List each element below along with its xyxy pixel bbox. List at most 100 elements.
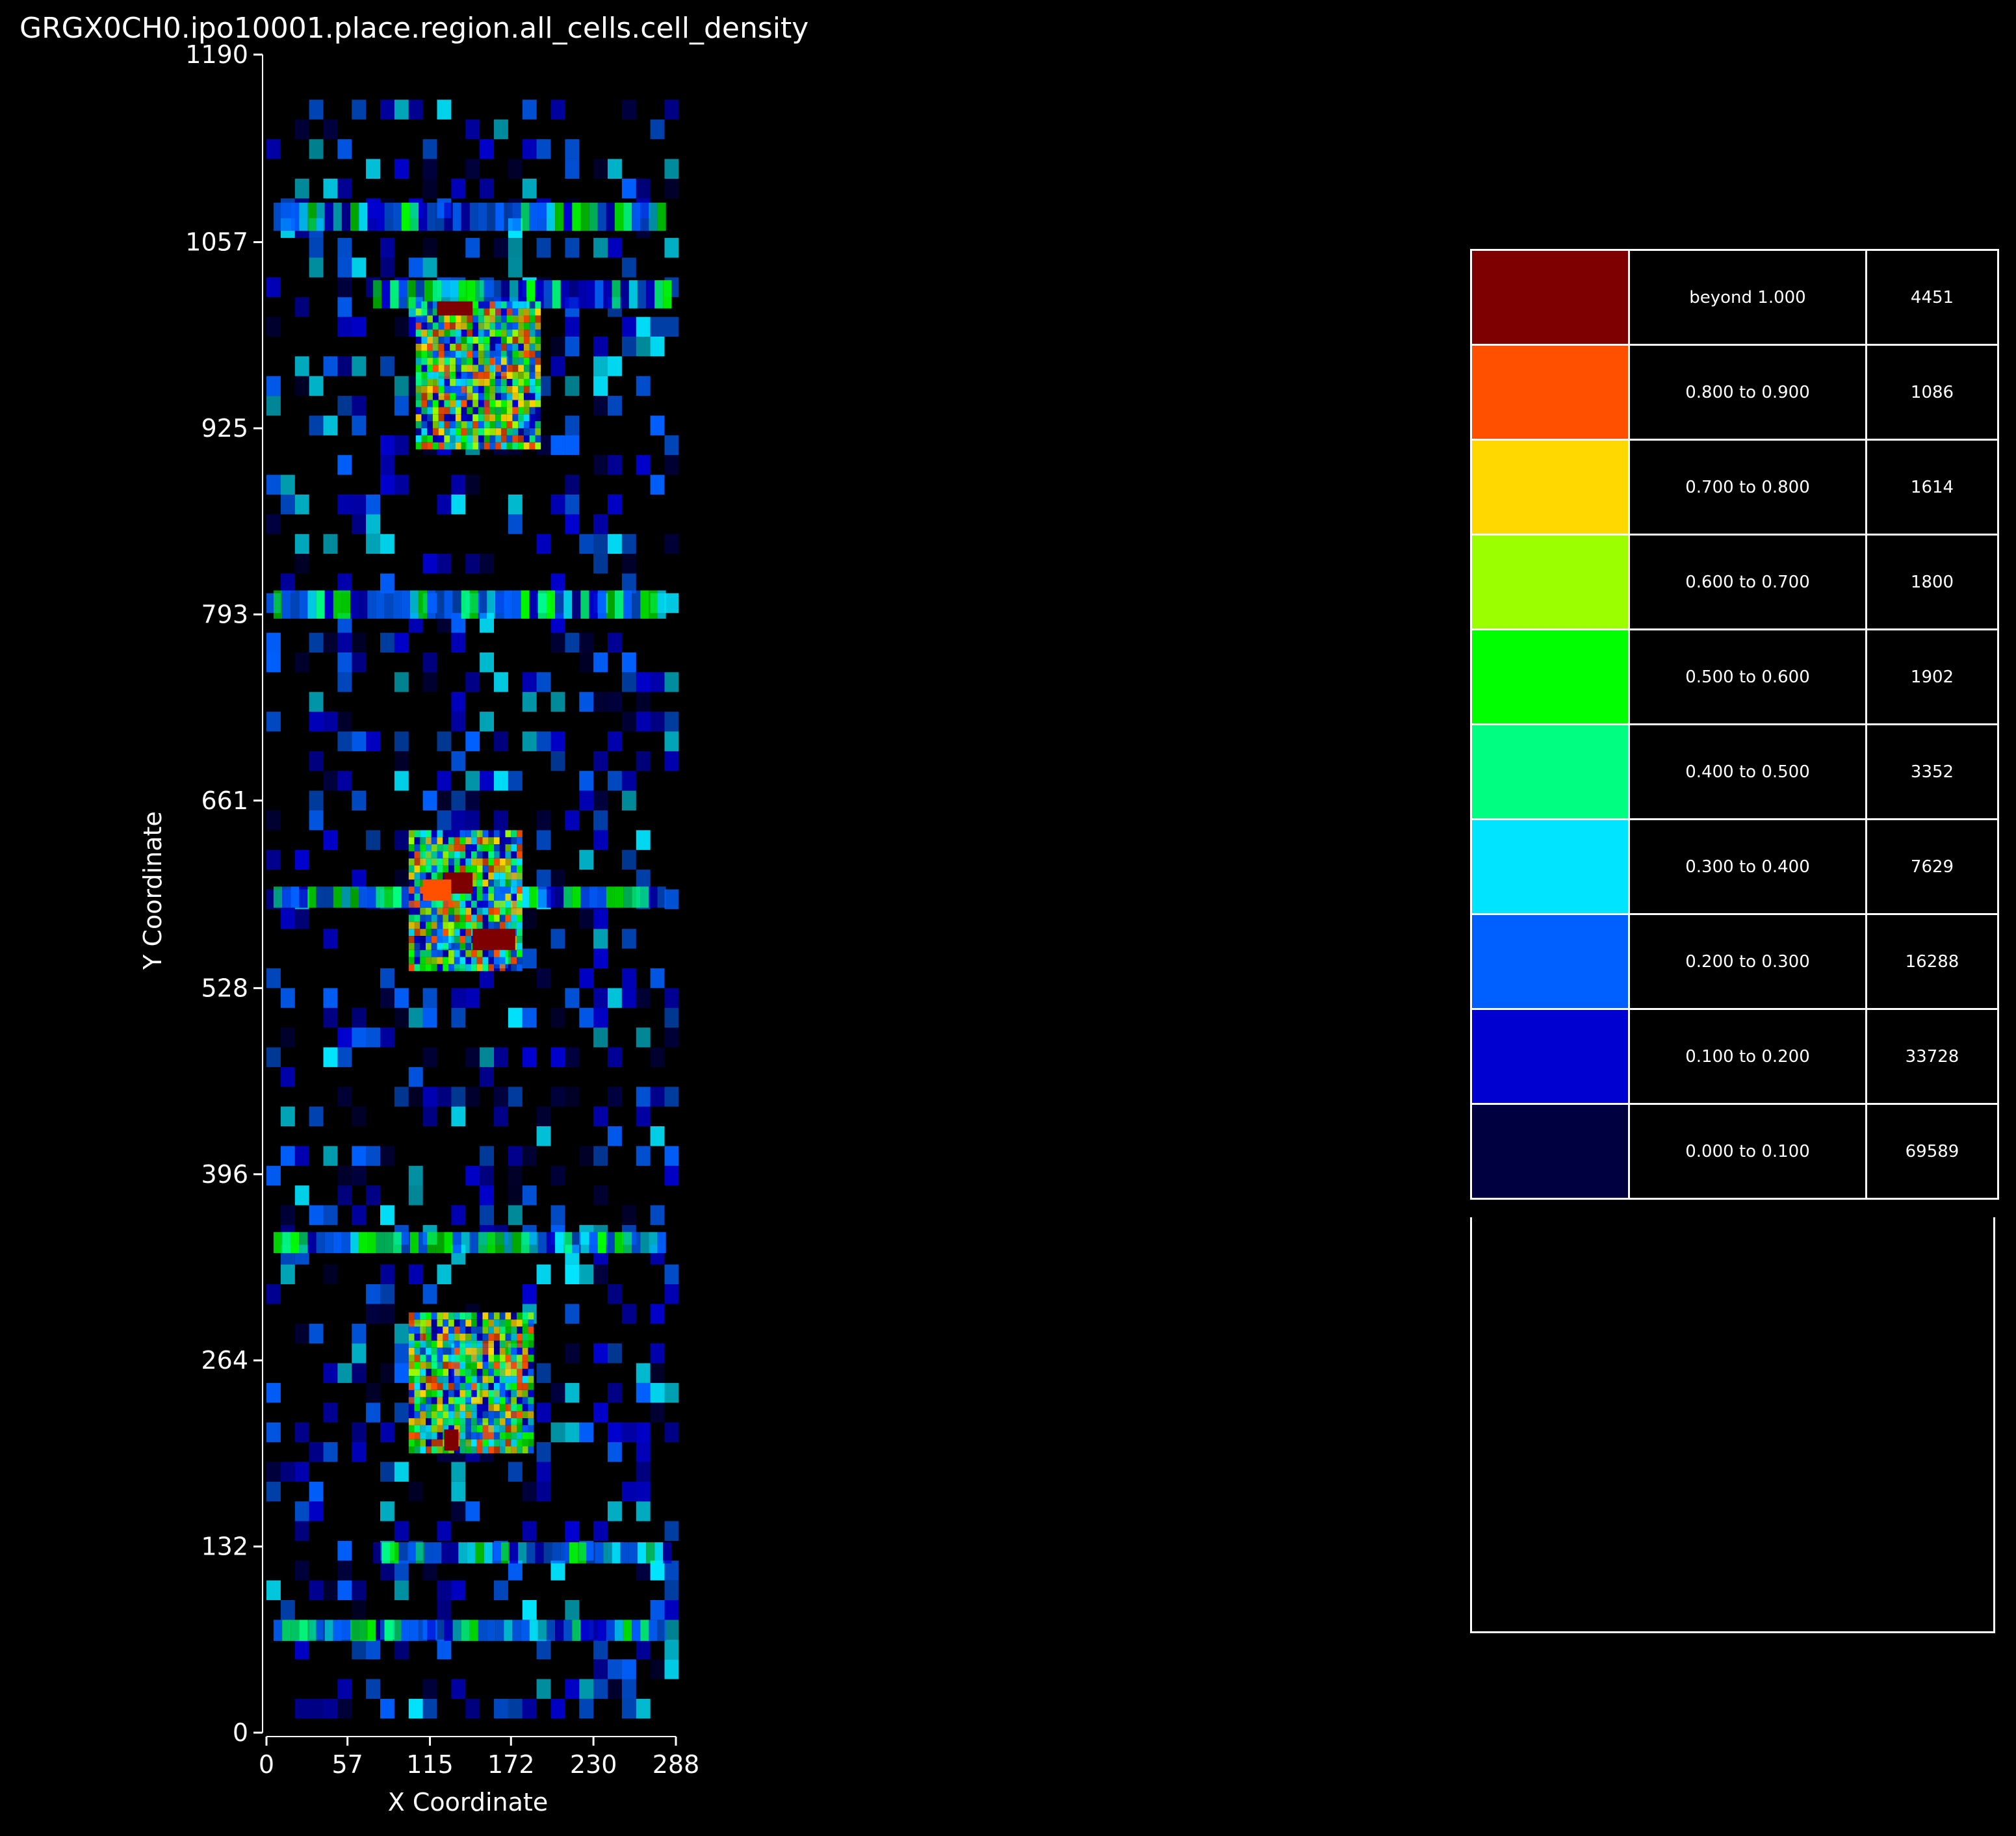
heatmap-cell bbox=[337, 574, 352, 593]
heatmap-cell bbox=[636, 317, 651, 337]
heatmap-dense-cell bbox=[415, 1390, 420, 1397]
heatmap-dense-cell bbox=[523, 1432, 528, 1440]
heatmap-dense-cell bbox=[494, 922, 500, 929]
heatmap-dense-cell bbox=[426, 957, 432, 964]
heatmap-cell bbox=[352, 1423, 366, 1442]
heatmap-dense-cell bbox=[460, 1432, 466, 1440]
heatmap-dense-cell bbox=[465, 943, 471, 950]
heatmap-band-cell bbox=[640, 591, 649, 619]
heatmap-cell bbox=[295, 1185, 309, 1205]
heatmap-band-cell bbox=[552, 1542, 561, 1564]
heatmap-band-cell bbox=[623, 203, 632, 231]
heatmap-cell bbox=[451, 810, 465, 830]
heatmap-dense-cell bbox=[421, 421, 427, 428]
heatmap-dense-cell bbox=[421, 372, 427, 379]
heatmap-dense-cell bbox=[530, 315, 536, 322]
heatmap-dense-cell bbox=[460, 1376, 466, 1383]
heatmap-cell bbox=[352, 791, 366, 810]
heatmap-band-cell bbox=[325, 1620, 333, 1641]
heatmap-dense-cell bbox=[409, 851, 415, 859]
heatmap-dense-cell bbox=[494, 1447, 500, 1454]
heatmap-dense-cell bbox=[489, 379, 495, 386]
heatmap-dense-cell bbox=[426, 1376, 432, 1383]
heatmap-band-cell bbox=[595, 280, 603, 308]
heatmap-cell bbox=[480, 712, 494, 731]
heatmap-cell bbox=[352, 1107, 366, 1126]
heatmap-dense-cell bbox=[467, 315, 472, 322]
heatmap-dense-cell bbox=[448, 1312, 454, 1319]
heatmap-cell bbox=[651, 1600, 665, 1620]
heatmap-dense-cell bbox=[511, 1369, 517, 1376]
heatmap-dense-cell bbox=[506, 1369, 511, 1376]
heatmap-cell bbox=[608, 159, 622, 179]
heatmap-band-cell bbox=[282, 886, 291, 908]
heatmap-dense-cell bbox=[409, 1312, 415, 1319]
heatmap-cell bbox=[451, 751, 465, 771]
heatmap-dense-cell bbox=[489, 302, 495, 309]
heatmap-dense-cell bbox=[421, 428, 427, 435]
heatmap-cell bbox=[622, 1304, 636, 1323]
heatmap-dense-cell bbox=[494, 1355, 500, 1362]
heatmap-dense-cell bbox=[506, 1334, 511, 1341]
heatmap-cell bbox=[593, 791, 608, 810]
heatmap-dense-cell bbox=[409, 1326, 415, 1334]
heatmap-cell bbox=[380, 435, 394, 455]
heatmap-band-cell bbox=[435, 1232, 444, 1254]
heatmap-dense-cell bbox=[437, 1383, 443, 1390]
heatmap-band-cell bbox=[435, 1620, 444, 1641]
heatmap-dense-cell bbox=[460, 929, 466, 936]
heatmap-cell bbox=[565, 633, 579, 653]
heatmap-dense-cell bbox=[477, 866, 483, 873]
heatmap-cell bbox=[593, 692, 608, 712]
heatmap-band-cell bbox=[547, 203, 555, 231]
heatmap-dense-cell bbox=[420, 964, 426, 972]
heatmap-dense-cell bbox=[511, 873, 517, 880]
heatmap-dense-cell bbox=[461, 386, 467, 393]
heatmap-cell bbox=[537, 1462, 551, 1481]
heatmap-cell bbox=[437, 1265, 452, 1284]
heatmap-dense-cell bbox=[494, 957, 500, 964]
heatmap-dense-cell bbox=[489, 322, 495, 330]
heatmap-dense-cell bbox=[426, 1411, 432, 1418]
heatmap-dense-cell bbox=[432, 859, 437, 866]
heatmap-band-cell bbox=[504, 1620, 512, 1641]
heatmap-band-cell bbox=[535, 1542, 543, 1564]
heatmap-dense-cell bbox=[409, 1341, 415, 1348]
heatmap-dense-cell bbox=[448, 1334, 454, 1341]
heatmap-dense-cell bbox=[484, 421, 490, 428]
heatmap-dense-cell bbox=[454, 859, 460, 866]
heatmap-dense-cell bbox=[484, 358, 490, 365]
heatmap-cell bbox=[636, 1383, 651, 1403]
heatmap-cell bbox=[352, 495, 366, 514]
heatmap-dense-cell bbox=[465, 1376, 471, 1383]
heatmap-dense-cell bbox=[524, 400, 530, 407]
heatmap-cell bbox=[423, 257, 437, 277]
heatmap-cell bbox=[266, 278, 281, 297]
heatmap-dense-cell bbox=[518, 365, 524, 372]
heatmap-cell bbox=[266, 396, 281, 415]
heatmap-cell bbox=[352, 732, 366, 751]
heatmap-dense-cell bbox=[506, 886, 511, 894]
heatmap-band-cell bbox=[586, 280, 595, 308]
heatmap-dense-cell bbox=[472, 358, 478, 365]
heatmap-dense-cell bbox=[524, 393, 530, 400]
heatmap-dense-cell bbox=[506, 1362, 511, 1369]
heatmap-cell bbox=[636, 672, 651, 692]
heatmap-dense-cell bbox=[530, 309, 536, 316]
heatmap-cell bbox=[309, 1482, 324, 1501]
heatmap-dense-cell bbox=[467, 393, 472, 400]
heatmap-dense-cell bbox=[494, 964, 500, 972]
heatmap-dense-cell bbox=[471, 957, 477, 964]
heatmap-dense-cell bbox=[483, 879, 489, 886]
heatmap-dense-cell bbox=[415, 950, 420, 957]
heatmap-dense-cell bbox=[517, 901, 523, 908]
heatmap-dense-cell bbox=[409, 1390, 415, 1397]
heatmap-dense-cell bbox=[465, 1383, 471, 1390]
heatmap-band-cell bbox=[615, 203, 623, 231]
heatmap-dense-cell bbox=[484, 302, 490, 309]
heatmap-dense-cell bbox=[500, 1404, 506, 1411]
heatmap-dense-cell bbox=[448, 866, 454, 873]
heatmap-dense-cell bbox=[483, 894, 489, 901]
heatmap-dense-cell bbox=[524, 379, 530, 386]
heatmap-dense-cell bbox=[477, 1425, 483, 1432]
